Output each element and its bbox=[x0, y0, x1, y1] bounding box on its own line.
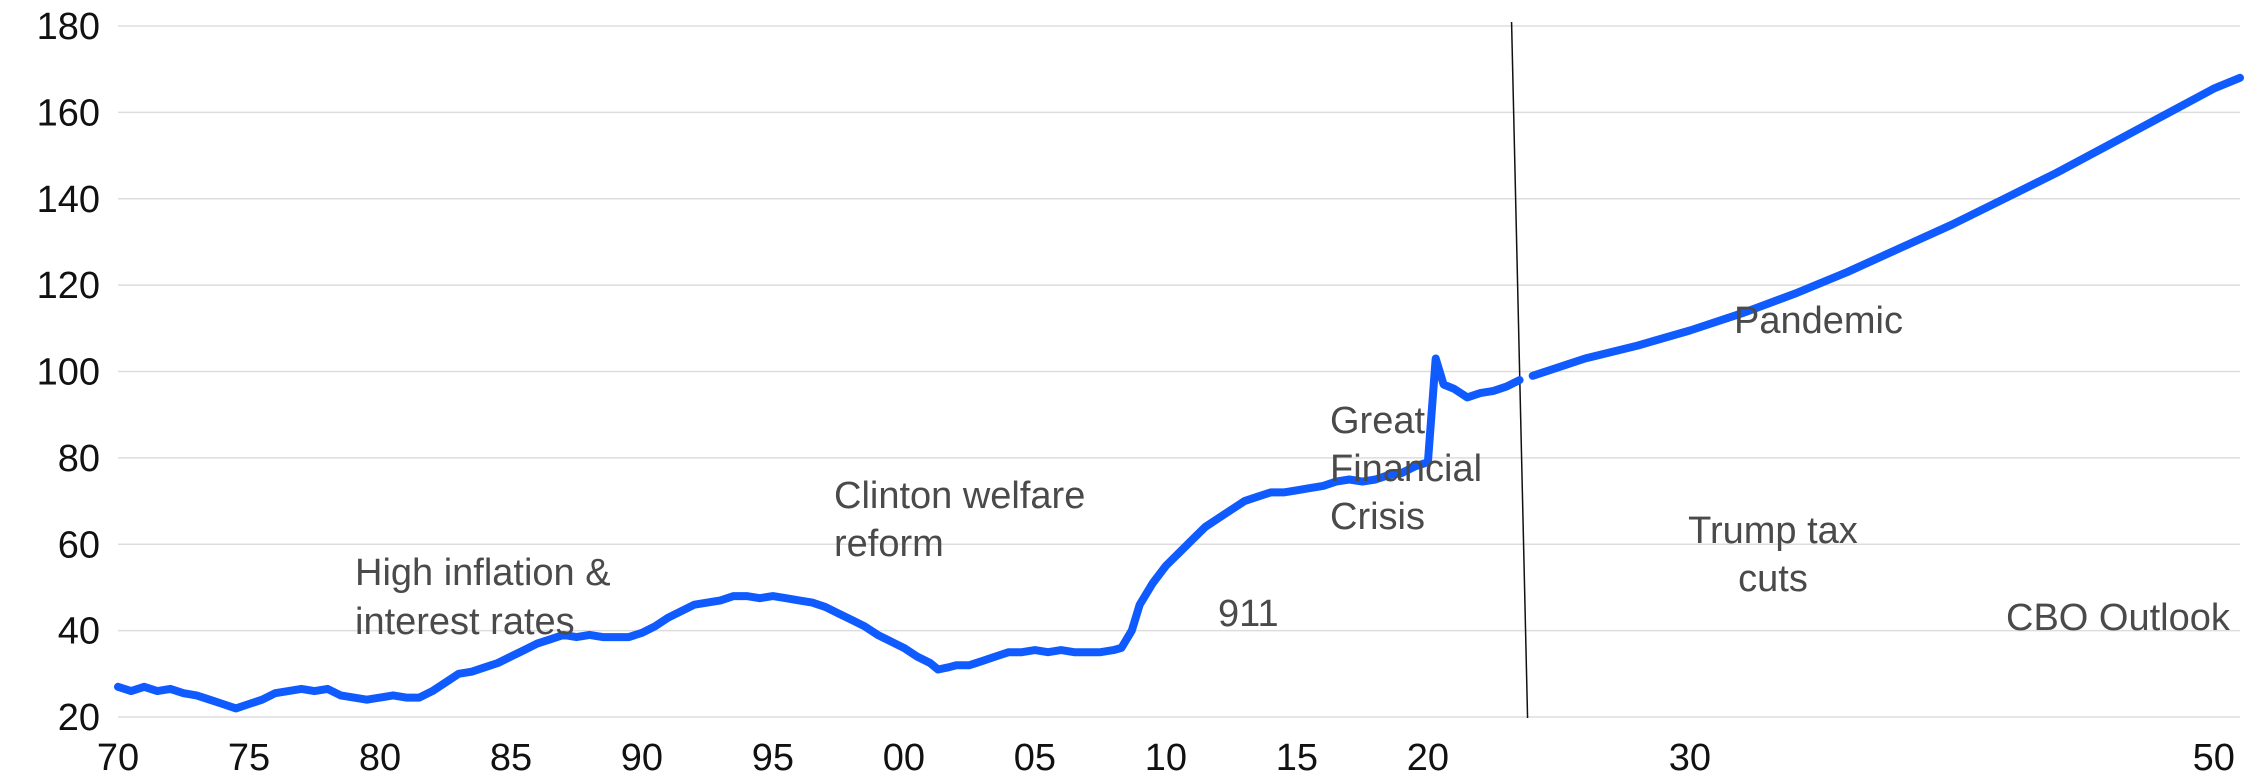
x-tick-label: 90 bbox=[621, 737, 663, 779]
y-tick-label: 40 bbox=[58, 611, 100, 653]
x-tick-label: 30 bbox=[1669, 737, 1711, 779]
annotation-line: CBO Outlook bbox=[2006, 597, 2231, 639]
y-tick-label: 180 bbox=[37, 6, 100, 48]
historical-series-line bbox=[114, 354, 1524, 713]
y-tick-label: 100 bbox=[37, 352, 100, 394]
x-tick-label: 80 bbox=[359, 737, 401, 779]
projection-divider bbox=[1510, 21, 1529, 719]
annotation-trump: Trump tax cuts bbox=[1688, 510, 1858, 600]
annotation-line: interest rates bbox=[355, 601, 575, 643]
y-tick-label: 20 bbox=[58, 697, 100, 739]
annotation-line: Financial bbox=[1330, 448, 1482, 490]
annotation-line: 911 bbox=[1218, 593, 1279, 635]
y-tick-label: 60 bbox=[58, 524, 100, 566]
annotation-cbo: CBO Outlook bbox=[2006, 597, 2231, 639]
annotation-high-inflation: High inflation & interest rates bbox=[355, 552, 611, 643]
x-tick-label: 70 bbox=[97, 737, 139, 779]
y-tick-label: 160 bbox=[37, 92, 100, 134]
x-tick-label: 75 bbox=[228, 737, 270, 779]
x-tick-label: 00 bbox=[883, 737, 925, 779]
gridlines bbox=[118, 25, 2240, 718]
y-tick-label: 140 bbox=[37, 179, 100, 221]
annotation-line: cuts bbox=[1738, 558, 1808, 600]
x-tick-label: 10 bbox=[1145, 737, 1187, 779]
x-axis-ticks: 70 75 80 85 90 95 00 05 10 15 20 30 50 bbox=[97, 737, 2235, 779]
x-tick-label: 15 bbox=[1276, 737, 1318, 779]
annotation-pandemic: Pandemic bbox=[1734, 300, 1903, 342]
x-tick-label: 50 bbox=[2193, 737, 2235, 779]
annotation-line: Crisis bbox=[1330, 496, 1425, 538]
annotation-line: Clinton welfare bbox=[834, 475, 1085, 517]
annotation-clinton: Clinton welfare reform bbox=[834, 475, 1085, 565]
y-axis-ticks: 20 40 60 80 100 120 140 160 180 bbox=[37, 6, 100, 739]
x-tick-label: 05 bbox=[1014, 737, 1056, 779]
annotation-gfc: Great Financial Crisis bbox=[1330, 400, 1482, 538]
projection-series-line bbox=[1528, 73, 2244, 380]
annotation-line: Trump tax bbox=[1688, 510, 1858, 552]
x-tick-label: 95 bbox=[752, 737, 794, 779]
annotation-911: 911 bbox=[1218, 593, 1279, 635]
x-tick-label: 85 bbox=[490, 737, 532, 779]
series-lines bbox=[114, 73, 2244, 713]
y-tick-label: 120 bbox=[37, 265, 100, 307]
annotation-line: Great bbox=[1330, 400, 1425, 442]
annotation-line: Pandemic bbox=[1734, 300, 1903, 342]
annotation-line: reform bbox=[834, 523, 944, 565]
y-tick-label: 80 bbox=[58, 438, 100, 480]
annotation-line: High inflation & bbox=[355, 552, 611, 594]
x-tick-label: 20 bbox=[1407, 737, 1449, 779]
